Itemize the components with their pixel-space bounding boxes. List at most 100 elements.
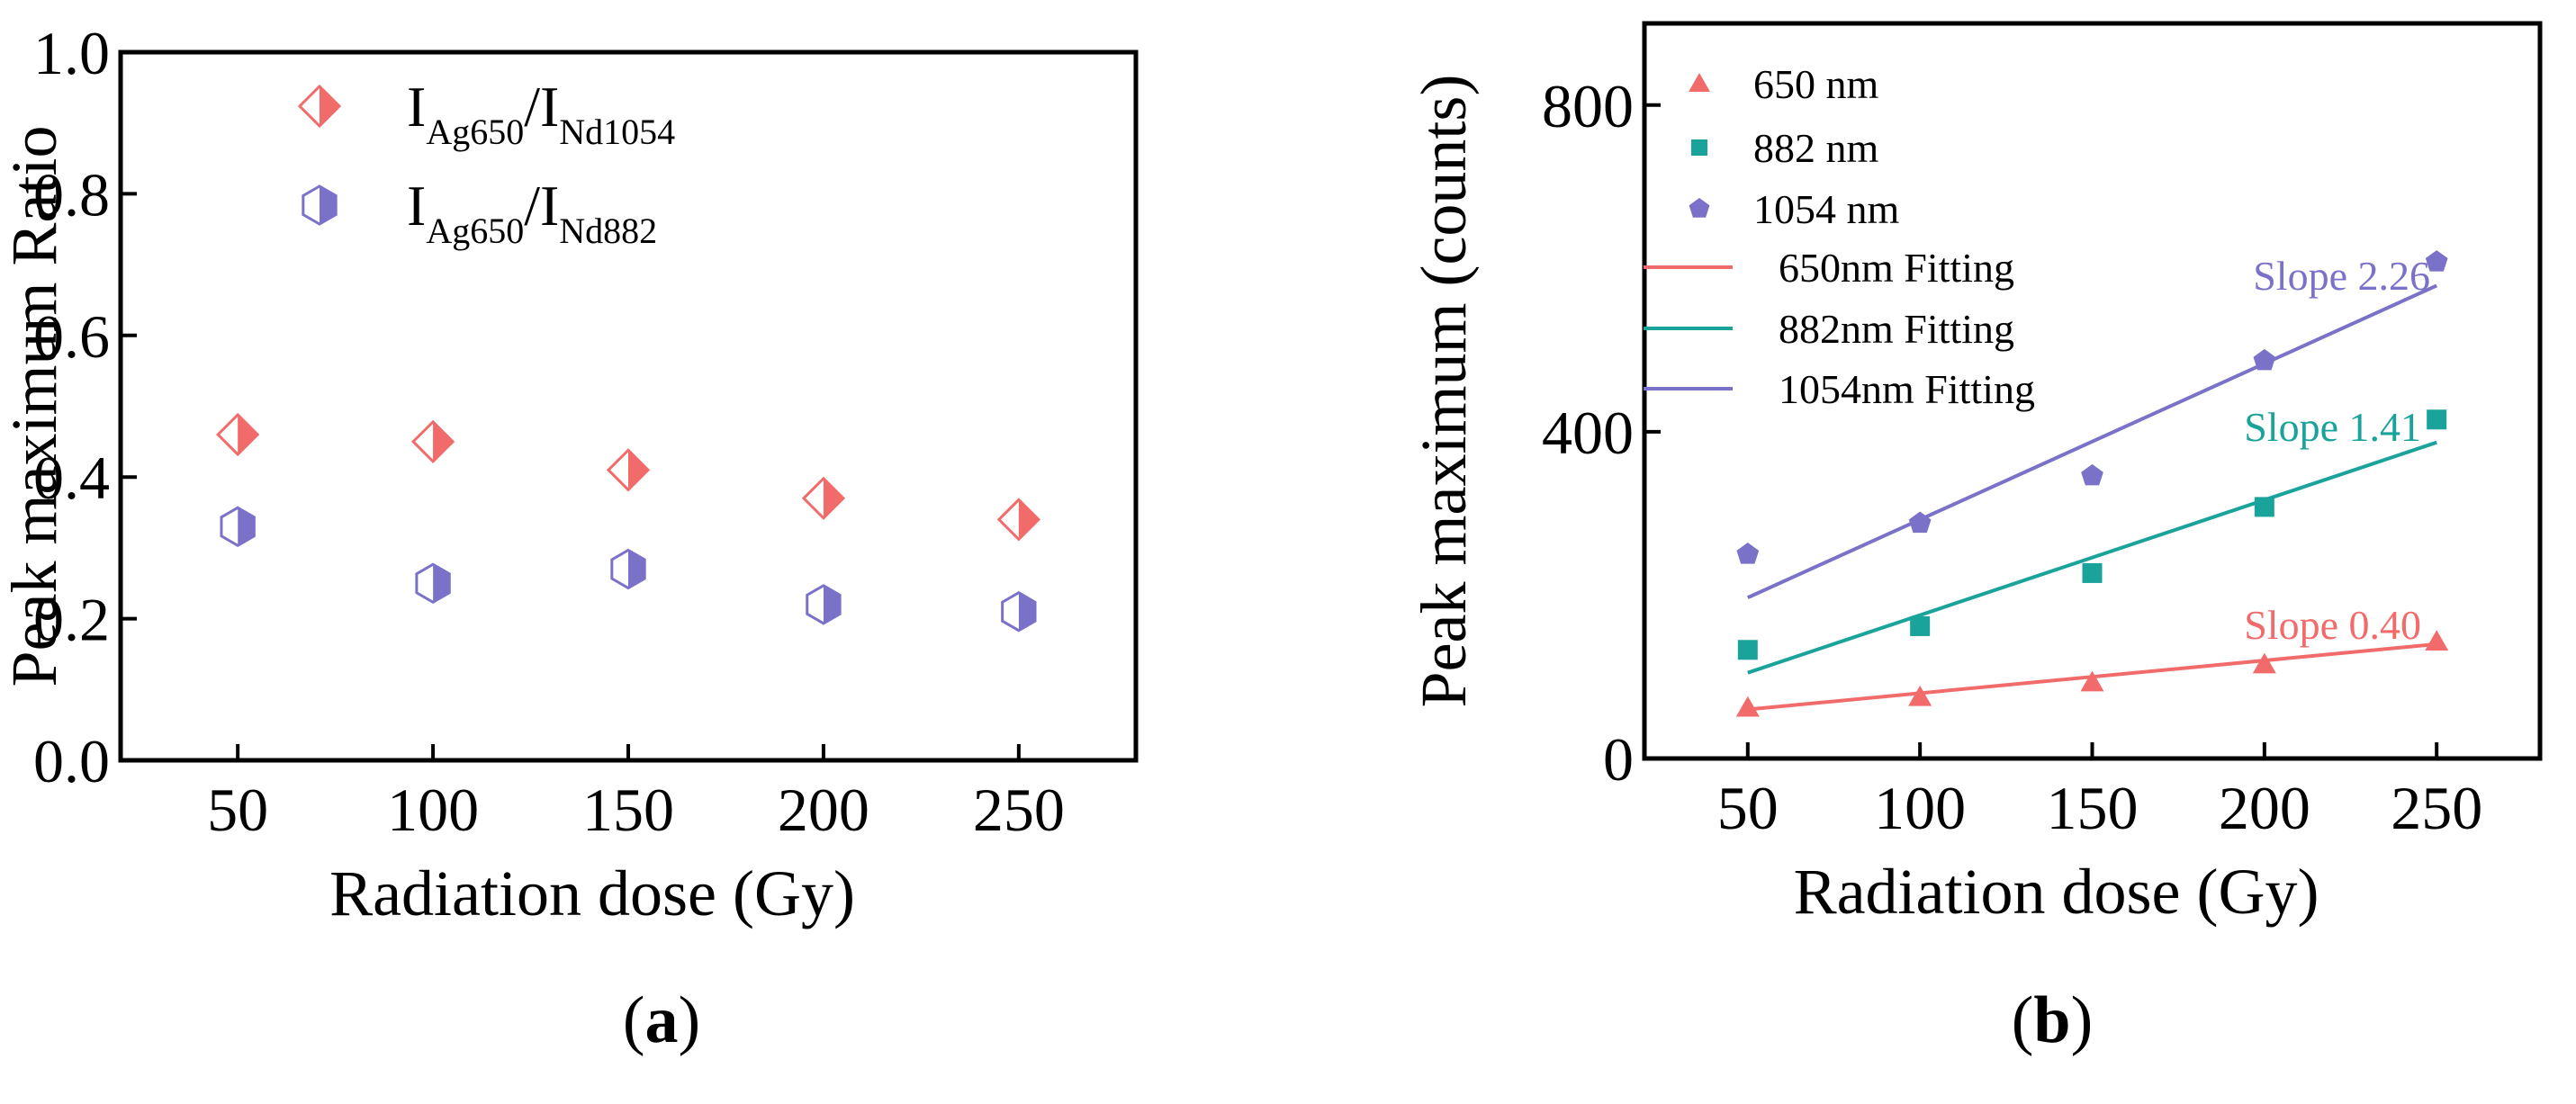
x-tick-label: 100: [1874, 774, 1966, 842]
data-point-series-0: [2252, 652, 2276, 674]
x-tick-label: 50: [207, 776, 268, 844]
legend-marker-outline: [302, 184, 338, 226]
x-tick-label: 250: [2391, 774, 2482, 842]
data-point-series-1-outline: [1001, 590, 1037, 633]
legend-part-sub: Ag650: [426, 112, 524, 152]
data-point-series-0-left: [413, 421, 434, 462]
panel-label: (a): [623, 983, 700, 1057]
panel-label-open: (: [623, 983, 645, 1057]
data-point-series-1-outline: [610, 548, 646, 590]
data-point-series-0-outline: [801, 476, 846, 520]
legend-label: 650 nm: [1753, 61, 1879, 107]
y-tick-label: 0.6: [33, 302, 110, 371]
data-point-series-1: [806, 584, 842, 625]
legend-part: I: [407, 75, 426, 139]
plot-frame: [118, 49, 1139, 763]
data-point-series-0-right: [1018, 499, 1039, 540]
data-point-series-1-left: [416, 564, 434, 603]
data-point-series-0-outline: [216, 412, 260, 457]
data-point-series-1-outline: [806, 584, 842, 625]
legend-marker-right: [320, 86, 339, 126]
slope-label-0: Slope 0.40: [2244, 602, 2421, 648]
legend-marker-left: [302, 186, 320, 224]
y-tick-label: 0.0: [33, 727, 110, 795]
data-point-series-1: [1001, 590, 1037, 633]
data-point-series-0-left: [998, 499, 1019, 540]
data-point-series-0-outline: [996, 498, 1040, 542]
x-tick-label: 50: [1717, 774, 1779, 842]
x-tick-label: 100: [387, 776, 479, 844]
legend-marker-outline: [297, 84, 342, 129]
data-point-series-0-left: [608, 450, 628, 490]
legend-marker: [1689, 198, 1710, 218]
panel-label-open: (: [2012, 983, 2034, 1057]
legend-part: /I: [524, 174, 559, 238]
data-point-series-1-left: [221, 507, 239, 546]
panel-label-close: ): [679, 983, 701, 1057]
data-point-series-1-right: [433, 564, 450, 603]
legend-marker-right: [320, 186, 337, 224]
data-point-series-0: [996, 498, 1040, 542]
data-point-series-0: [2080, 670, 2104, 692]
y-tick-label: 800: [1542, 72, 1634, 140]
data-point-series-0: [2425, 630, 2449, 651]
legend-marker: [1691, 139, 1707, 156]
fit-line-2: [1746, 283, 2438, 599]
data-point-series-1: [1737, 640, 1758, 660]
data-point-series-1-right: [823, 585, 841, 624]
legend-part: /I: [524, 75, 559, 139]
x-tick-label: 250: [973, 776, 1065, 844]
legend-marker: [297, 84, 342, 129]
data-point-series-1-outline: [220, 506, 256, 548]
legend-part: I: [407, 174, 426, 238]
y-tick-label: 0.2: [33, 586, 110, 654]
panel-label-letter: b: [2033, 983, 2070, 1057]
panel-label-letter: a: [645, 983, 679, 1057]
data-point-series-1-left: [1002, 592, 1019, 631]
data-point-series-0-right: [238, 414, 258, 454]
data-point-series-2: [1736, 543, 1760, 564]
data-point-series-1-right: [1018, 592, 1036, 631]
legend-marker: [1689, 73, 1710, 92]
data-point-series-0: [1908, 685, 1932, 706]
panel-label: (b): [2012, 983, 2093, 1057]
x-tick-label: 150: [2047, 774, 2139, 842]
legend-label: 650nm Fitting: [1779, 245, 2014, 291]
x-axis-title: Radiation dose (Gy): [1794, 856, 2319, 928]
legend-label: IAg650/INd1054: [407, 75, 675, 152]
x-axis-title: Radiation dose (Gy): [329, 857, 855, 929]
data-point-series-0-right: [433, 421, 454, 462]
y-tick-label: 0.8: [33, 160, 110, 229]
data-point-series-2: [1908, 511, 1932, 534]
data-point-series-0: [1735, 696, 1760, 717]
data-point-series-0: [410, 419, 455, 463]
data-point-series-1: [2427, 409, 2447, 430]
x-tick-label: 150: [582, 776, 674, 844]
y-tick-label: 0: [1603, 725, 1634, 794]
data-point-series-1: [220, 506, 256, 548]
data-point-series-1-left: [611, 550, 628, 588]
legend-label: 882nm Fitting: [1779, 306, 2014, 352]
y-axis-title: Peak maximum Ratio: [0, 126, 70, 687]
y-tick-label: 0.4: [33, 444, 110, 512]
data-point-series-0: [801, 476, 846, 520]
data-point-series-1: [610, 548, 646, 590]
x-tick-label: 200: [778, 776, 869, 844]
data-point-series-2: [2081, 463, 2103, 486]
slope-label-1: Slope 1.41: [2244, 404, 2421, 450]
data-point-series-2: [2425, 250, 2448, 272]
legend-part-sub: Nd882: [559, 211, 657, 251]
legend-label: 1054 nm: [1753, 186, 1900, 232]
data-point-series-1-left: [806, 585, 824, 624]
data-point-series-0-right: [628, 450, 648, 490]
data-point-series-0-left: [803, 478, 824, 518]
data-point-series-0-outline: [606, 448, 651, 492]
chart-panel-a: 50 100 150 200 250 0.0 0.2 0.4 0.6 0.8 1.0 Radiatio…: [0, 19, 1139, 1057]
chart-panel-b: 50 100 150 200 250 0 400 800 Radiation dose (Gy)…: [1408, 21, 2543, 1057]
data-point-series-1-right: [238, 507, 255, 546]
legend-part-sub: Ag650: [426, 211, 524, 251]
data-point-series-0: [216, 412, 260, 457]
data-point-series-1: [2082, 562, 2103, 583]
legend-label: 1054nm Fitting: [1779, 366, 2035, 412]
